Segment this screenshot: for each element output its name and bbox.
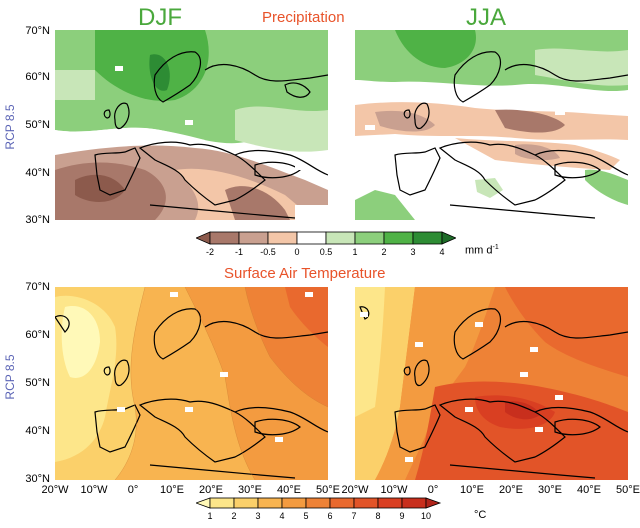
precip-colorbar-tick: 3 bbox=[410, 247, 416, 257]
left-lon-label: 20°E bbox=[199, 484, 223, 496]
left-lon-label: 40°E bbox=[277, 484, 301, 496]
temp-colorbar-box bbox=[329, 497, 355, 509]
precip-colorbar bbox=[196, 231, 456, 245]
precipitation-title: Precipitation bbox=[262, 9, 345, 26]
precip-colorbar-box bbox=[325, 231, 356, 245]
precip-colorbar-box bbox=[238, 231, 269, 245]
precip-lat-40: 40°N bbox=[25, 167, 50, 179]
right-lon-label: 0° bbox=[427, 484, 439, 496]
temp-colorbar-tick: 9 bbox=[399, 511, 405, 521]
temp-colorbar-tick: 10 bbox=[420, 511, 431, 521]
precip-colorbar-box bbox=[383, 231, 414, 245]
precip-lat-50: 50°N bbox=[25, 119, 50, 131]
precip-unit-label: mm d bbox=[465, 244, 493, 257]
precip-jja-map bbox=[355, 30, 628, 220]
left-lon-label: 30°E bbox=[238, 484, 262, 496]
temp-colorbar-tick: 1 bbox=[207, 511, 213, 521]
precip-row-label: RCP 8.5 bbox=[3, 104, 17, 150]
left-lon-label: 50°E bbox=[316, 484, 340, 496]
precip-colorbar-box bbox=[412, 231, 443, 245]
temp-colorbar-box bbox=[305, 497, 331, 509]
temp-colorbar-box bbox=[281, 497, 307, 509]
precip-colorbar-tick: 1 bbox=[352, 247, 358, 257]
temp-djf-map bbox=[55, 287, 328, 480]
precip-colorbar-tick: 4 bbox=[439, 247, 445, 257]
right-lon-label: 30°E bbox=[538, 484, 562, 496]
precip-lat-30: 30°N bbox=[25, 214, 50, 226]
right-lon-label: 40°E bbox=[577, 484, 601, 496]
precip-unit-sup: -1 bbox=[492, 244, 499, 251]
precip-colorbar-box bbox=[209, 231, 240, 245]
temp-colorbar-tick: 2 bbox=[231, 511, 237, 521]
temp-unit: °C bbox=[474, 509, 487, 521]
precip-colorbar-low-arrow bbox=[196, 231, 211, 245]
precip-djf-map bbox=[55, 30, 328, 220]
right-lon-label: 50°E bbox=[616, 484, 640, 496]
right-lon-label: 20°E bbox=[499, 484, 523, 496]
temp-lat-30: 30°N bbox=[25, 473, 50, 485]
precip-colorbar-tick: -0.5 bbox=[260, 247, 276, 257]
left-lon-label: 0° bbox=[127, 484, 139, 496]
temp-colorbar-tick: 5 bbox=[303, 511, 309, 521]
temp-colorbar-box bbox=[401, 497, 427, 509]
temp-colorbar-tick: 4 bbox=[279, 511, 285, 521]
precip-colorbar-box bbox=[354, 231, 385, 245]
right-lon-label: 10°E bbox=[460, 484, 484, 496]
temp-colorbar-tick: 7 bbox=[351, 511, 357, 521]
temp-jja-map bbox=[355, 287, 628, 480]
precip-colorbar-box bbox=[296, 231, 327, 245]
temp-colorbar bbox=[196, 497, 442, 509]
temp-lat-60: 60°N bbox=[25, 329, 50, 341]
temp-colorbar-high-arrow bbox=[425, 497, 442, 509]
temp-colorbar-low-arrow bbox=[196, 497, 211, 509]
temp-colorbar-tick: 8 bbox=[375, 511, 381, 521]
right-lon-label: 10°W bbox=[380, 484, 408, 496]
temp-colorbar-box bbox=[209, 497, 235, 509]
precip-colorbar-tick: 0.5 bbox=[319, 247, 333, 257]
temp-colorbar-box bbox=[377, 497, 403, 509]
precip-lat-60: 60°N bbox=[25, 71, 50, 83]
left-lon-label: 10°E bbox=[160, 484, 184, 496]
precip-colorbar-tick: 2 bbox=[381, 247, 387, 257]
precip-colorbar-high-arrow bbox=[441, 231, 456, 245]
left-lon-label: 10°W bbox=[80, 484, 108, 496]
temp-colorbar-tick: 3 bbox=[255, 511, 261, 521]
temperature-title: Surface Air Temperature bbox=[224, 265, 386, 282]
left-lon-label: 20°W bbox=[41, 484, 69, 496]
precip-colorbar-tick: -2 bbox=[205, 247, 214, 257]
temp-lat-70: 70°N bbox=[25, 281, 50, 293]
temp-lat-50: 50°N bbox=[25, 377, 50, 389]
temp-lat-40: 40°N bbox=[25, 425, 50, 437]
season-label-jja: JJA bbox=[466, 4, 507, 31]
precip-lat-70: 70°N bbox=[25, 25, 50, 37]
temp-colorbar-box bbox=[257, 497, 283, 509]
temp-row-label: RCP 8.5 bbox=[3, 354, 17, 400]
temp-colorbar-box bbox=[233, 497, 259, 509]
precip-colorbar-tick: -1 bbox=[234, 247, 243, 257]
precip-unit: mm d-1 bbox=[465, 244, 499, 257]
season-label-djf: DJF bbox=[138, 4, 182, 31]
temp-colorbar-box bbox=[353, 497, 379, 509]
precip-colorbar-box bbox=[267, 231, 298, 245]
right-lon-label: 20°W bbox=[341, 484, 369, 496]
temp-colorbar-tick: 6 bbox=[327, 511, 333, 521]
precip-colorbar-tick: 0 bbox=[294, 247, 300, 257]
